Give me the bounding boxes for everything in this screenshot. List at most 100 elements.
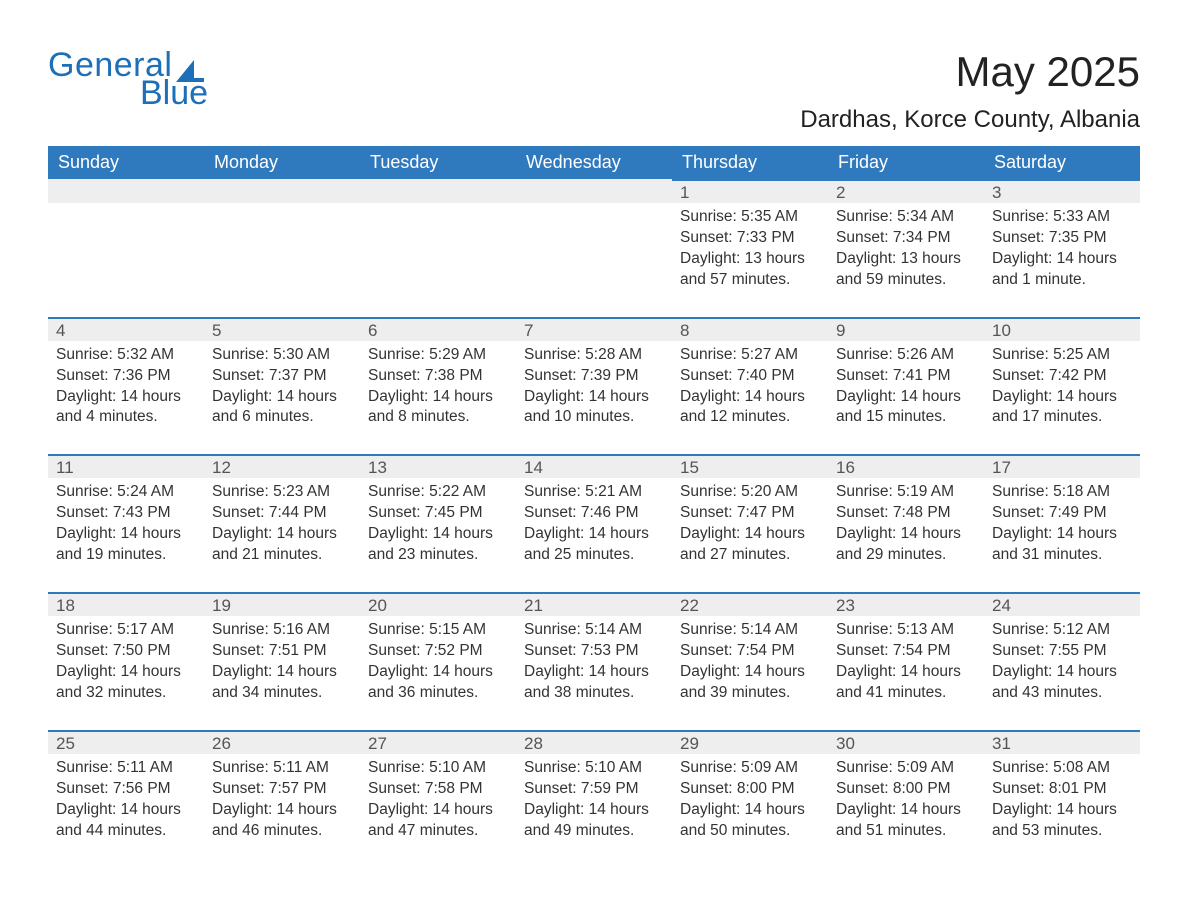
- location-subtitle: Dardhas, Korce County, Albania: [800, 106, 1140, 134]
- calendar-body: 1Sunrise: 5:35 AMSunset: 7:33 PMDaylight…: [48, 179, 1140, 867]
- day-number: 21: [516, 592, 672, 616]
- day-cell: 31Sunrise: 5:08 AMSunset: 8:01 PMDayligh…: [984, 730, 1140, 868]
- sunrise-line: Sunrise: 5:35 AM: [680, 207, 820, 228]
- day-header-friday: Friday: [828, 146, 984, 179]
- day-number: 16: [828, 454, 984, 478]
- day-cell: 26Sunrise: 5:11 AMSunset: 7:57 PMDayligh…: [204, 730, 360, 868]
- day-details: Sunrise: 5:13 AMSunset: 7:54 PMDaylight:…: [828, 616, 984, 730]
- daylight-line: Daylight: 14 hours and 47 minutes.: [368, 800, 508, 842]
- day-details: [204, 203, 360, 313]
- daylight-line: Daylight: 14 hours and 21 minutes.: [212, 524, 352, 566]
- day-number: 9: [828, 317, 984, 341]
- day-number: 24: [984, 592, 1140, 616]
- daylight-line: Daylight: 14 hours and 36 minutes.: [368, 662, 508, 704]
- day-details: Sunrise: 5:25 AMSunset: 7:42 PMDaylight:…: [984, 341, 1140, 455]
- sunset-line: Sunset: 7:35 PM: [992, 228, 1132, 249]
- day-details: Sunrise: 5:14 AMSunset: 7:53 PMDaylight:…: [516, 616, 672, 730]
- day-cell: 25Sunrise: 5:11 AMSunset: 7:56 PMDayligh…: [48, 730, 204, 868]
- sunset-line: Sunset: 7:43 PM: [56, 503, 196, 524]
- daylight-line: Daylight: 14 hours and 50 minutes.: [680, 800, 820, 842]
- day-details: Sunrise: 5:08 AMSunset: 8:01 PMDaylight:…: [984, 754, 1140, 868]
- day-details: Sunrise: 5:32 AMSunset: 7:36 PMDaylight:…: [48, 341, 204, 455]
- day-cell: 5Sunrise: 5:30 AMSunset: 7:37 PMDaylight…: [204, 317, 360, 455]
- day-number: 19: [204, 592, 360, 616]
- sunset-line: Sunset: 8:00 PM: [836, 779, 976, 800]
- sunset-line: Sunset: 8:01 PM: [992, 779, 1132, 800]
- sunrise-line: Sunrise: 5:10 AM: [368, 758, 508, 779]
- day-number: 1: [672, 179, 828, 203]
- title-block: May 2025 Dardhas, Korce County, Albania: [800, 48, 1140, 146]
- sunset-line: Sunset: 7:56 PM: [56, 779, 196, 800]
- sunrise-line: Sunrise: 5:32 AM: [56, 345, 196, 366]
- day-number: 5: [204, 317, 360, 341]
- daylight-line: Daylight: 14 hours and 31 minutes.: [992, 524, 1132, 566]
- day-number: 17: [984, 454, 1140, 478]
- day-number: 3: [984, 179, 1140, 203]
- day-cell: 21Sunrise: 5:14 AMSunset: 7:53 PMDayligh…: [516, 592, 672, 730]
- day-cell: 1Sunrise: 5:35 AMSunset: 7:33 PMDaylight…: [672, 179, 828, 317]
- week-row: 4Sunrise: 5:32 AMSunset: 7:36 PMDaylight…: [48, 317, 1140, 455]
- page-header: General Blue May 2025 Dardhas, Korce Cou…: [48, 48, 1140, 146]
- day-details: Sunrise: 5:28 AMSunset: 7:39 PMDaylight:…: [516, 341, 672, 455]
- day-number: 6: [360, 317, 516, 341]
- daylight-line: Daylight: 14 hours and 6 minutes.: [212, 387, 352, 429]
- sunrise-line: Sunrise: 5:21 AM: [524, 482, 664, 503]
- day-cell: 20Sunrise: 5:15 AMSunset: 7:52 PMDayligh…: [360, 592, 516, 730]
- day-cell: 24Sunrise: 5:12 AMSunset: 7:55 PMDayligh…: [984, 592, 1140, 730]
- day-cell: 22Sunrise: 5:14 AMSunset: 7:54 PMDayligh…: [672, 592, 828, 730]
- daylight-line: Daylight: 14 hours and 34 minutes.: [212, 662, 352, 704]
- sunrise-line: Sunrise: 5:17 AM: [56, 620, 196, 641]
- sunrise-line: Sunrise: 5:27 AM: [680, 345, 820, 366]
- day-cell: 3Sunrise: 5:33 AMSunset: 7:35 PMDaylight…: [984, 179, 1140, 317]
- calendar-page: General Blue May 2025 Dardhas, Korce Cou…: [0, 0, 1188, 867]
- day-details: Sunrise: 5:34 AMSunset: 7:34 PMDaylight:…: [828, 203, 984, 317]
- day-details: Sunrise: 5:15 AMSunset: 7:52 PMDaylight:…: [360, 616, 516, 730]
- sunset-line: Sunset: 7:37 PM: [212, 366, 352, 387]
- daylight-line: Daylight: 14 hours and 25 minutes.: [524, 524, 664, 566]
- sunrise-line: Sunrise: 5:14 AM: [680, 620, 820, 641]
- daylight-line: Daylight: 14 hours and 27 minutes.: [680, 524, 820, 566]
- day-cell: 2Sunrise: 5:34 AMSunset: 7:34 PMDaylight…: [828, 179, 984, 317]
- day-number: [360, 179, 516, 203]
- day-cell: 6Sunrise: 5:29 AMSunset: 7:38 PMDaylight…: [360, 317, 516, 455]
- sunset-line: Sunset: 7:55 PM: [992, 641, 1132, 662]
- day-number: 29: [672, 730, 828, 754]
- day-details: Sunrise: 5:20 AMSunset: 7:47 PMDaylight:…: [672, 478, 828, 592]
- daylight-line: Daylight: 14 hours and 51 minutes.: [836, 800, 976, 842]
- brand-word-2: Blue: [140, 76, 208, 110]
- daylight-line: Daylight: 14 hours and 44 minutes.: [56, 800, 196, 842]
- day-number: [516, 179, 672, 203]
- week-row: 11Sunrise: 5:24 AMSunset: 7:43 PMDayligh…: [48, 454, 1140, 592]
- day-details: [516, 203, 672, 313]
- day-number: 26: [204, 730, 360, 754]
- day-number: 11: [48, 454, 204, 478]
- day-header-sunday: Sunday: [48, 146, 204, 179]
- day-details: Sunrise: 5:11 AMSunset: 7:56 PMDaylight:…: [48, 754, 204, 868]
- daylight-line: Daylight: 14 hours and 49 minutes.: [524, 800, 664, 842]
- day-cell: 28Sunrise: 5:10 AMSunset: 7:59 PMDayligh…: [516, 730, 672, 868]
- calendar-table: SundayMondayTuesdayWednesdayThursdayFrid…: [48, 146, 1140, 867]
- sunrise-line: Sunrise: 5:11 AM: [212, 758, 352, 779]
- day-number: 18: [48, 592, 204, 616]
- sunset-line: Sunset: 7:54 PM: [680, 641, 820, 662]
- daylight-line: Daylight: 14 hours and 46 minutes.: [212, 800, 352, 842]
- sunrise-line: Sunrise: 5:09 AM: [680, 758, 820, 779]
- day-cell: 14Sunrise: 5:21 AMSunset: 7:46 PMDayligh…: [516, 454, 672, 592]
- sunrise-line: Sunrise: 5:12 AM: [992, 620, 1132, 641]
- day-number: 2: [828, 179, 984, 203]
- day-cell: 18Sunrise: 5:17 AMSunset: 7:50 PMDayligh…: [48, 592, 204, 730]
- day-details: Sunrise: 5:16 AMSunset: 7:51 PMDaylight:…: [204, 616, 360, 730]
- sunrise-line: Sunrise: 5:18 AM: [992, 482, 1132, 503]
- day-number: 25: [48, 730, 204, 754]
- day-number: 7: [516, 317, 672, 341]
- empty-cell: [360, 179, 516, 317]
- day-cell: 27Sunrise: 5:10 AMSunset: 7:58 PMDayligh…: [360, 730, 516, 868]
- day-number: 22: [672, 592, 828, 616]
- sunrise-line: Sunrise: 5:23 AM: [212, 482, 352, 503]
- day-cell: 12Sunrise: 5:23 AMSunset: 7:44 PMDayligh…: [204, 454, 360, 592]
- daylight-line: Daylight: 14 hours and 4 minutes.: [56, 387, 196, 429]
- day-details: Sunrise: 5:14 AMSunset: 7:54 PMDaylight:…: [672, 616, 828, 730]
- day-cell: 16Sunrise: 5:19 AMSunset: 7:48 PMDayligh…: [828, 454, 984, 592]
- day-cell: 19Sunrise: 5:16 AMSunset: 7:51 PMDayligh…: [204, 592, 360, 730]
- daylight-line: Daylight: 14 hours and 12 minutes.: [680, 387, 820, 429]
